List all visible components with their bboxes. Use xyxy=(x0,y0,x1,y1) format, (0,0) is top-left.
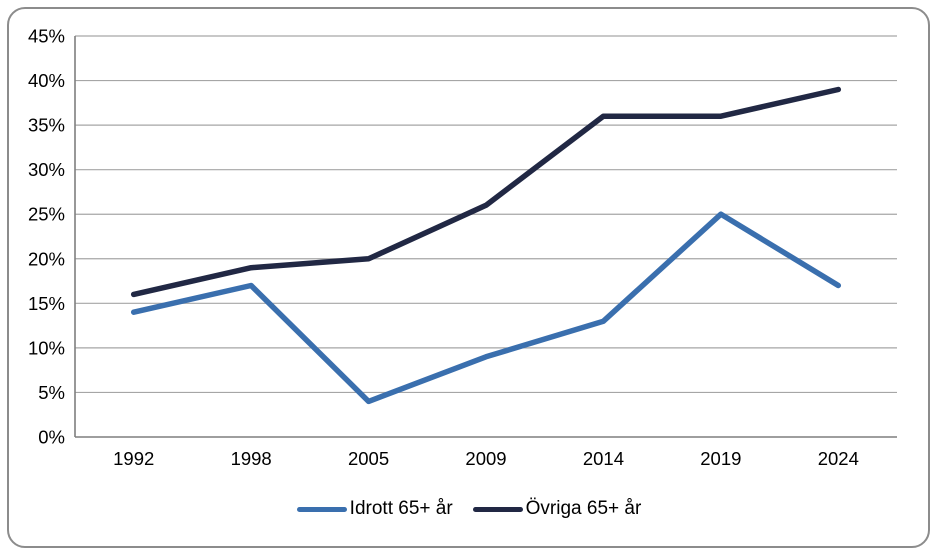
x-tick-label: 2024 xyxy=(818,448,859,469)
series-line-idrott xyxy=(130,211,842,405)
x-tick-label: 2019 xyxy=(700,448,741,469)
y-tick-label: 25% xyxy=(28,204,65,225)
y-tick-label: 20% xyxy=(28,248,65,269)
legend-label: Idrott 65+ år xyxy=(349,498,453,519)
x-tick-label: 2014 xyxy=(583,448,624,469)
y-tick-label: 5% xyxy=(38,382,65,403)
y-tick-label: 0% xyxy=(38,427,65,448)
y-tick-label: 35% xyxy=(28,115,65,136)
x-tick-label: 1992 xyxy=(113,448,154,469)
legend-item-idrott: Idrott 65+ år xyxy=(296,498,453,520)
y-tick-label: 30% xyxy=(28,159,65,180)
y-tick-label: 10% xyxy=(28,337,65,358)
series-line-ovriga xyxy=(130,86,842,298)
x-tick-label: 2009 xyxy=(465,448,506,469)
y-tick-label: 15% xyxy=(28,293,65,314)
x-tick-label: 1998 xyxy=(231,448,272,469)
legend-line-swatch xyxy=(296,506,347,512)
chart-card xyxy=(7,7,930,548)
chart-legend: Idrott 65+ år Övriga 65+ år xyxy=(0,497,938,521)
y-tick-label: 40% xyxy=(28,70,65,91)
legend-line-swatch xyxy=(472,506,523,512)
x-tick-label: 2005 xyxy=(348,448,389,469)
y-tick-label: 45% xyxy=(28,26,65,47)
legend-label: Övriga 65+ år xyxy=(525,498,642,519)
legend-item-ovriga: Övriga 65+ år xyxy=(472,498,642,520)
